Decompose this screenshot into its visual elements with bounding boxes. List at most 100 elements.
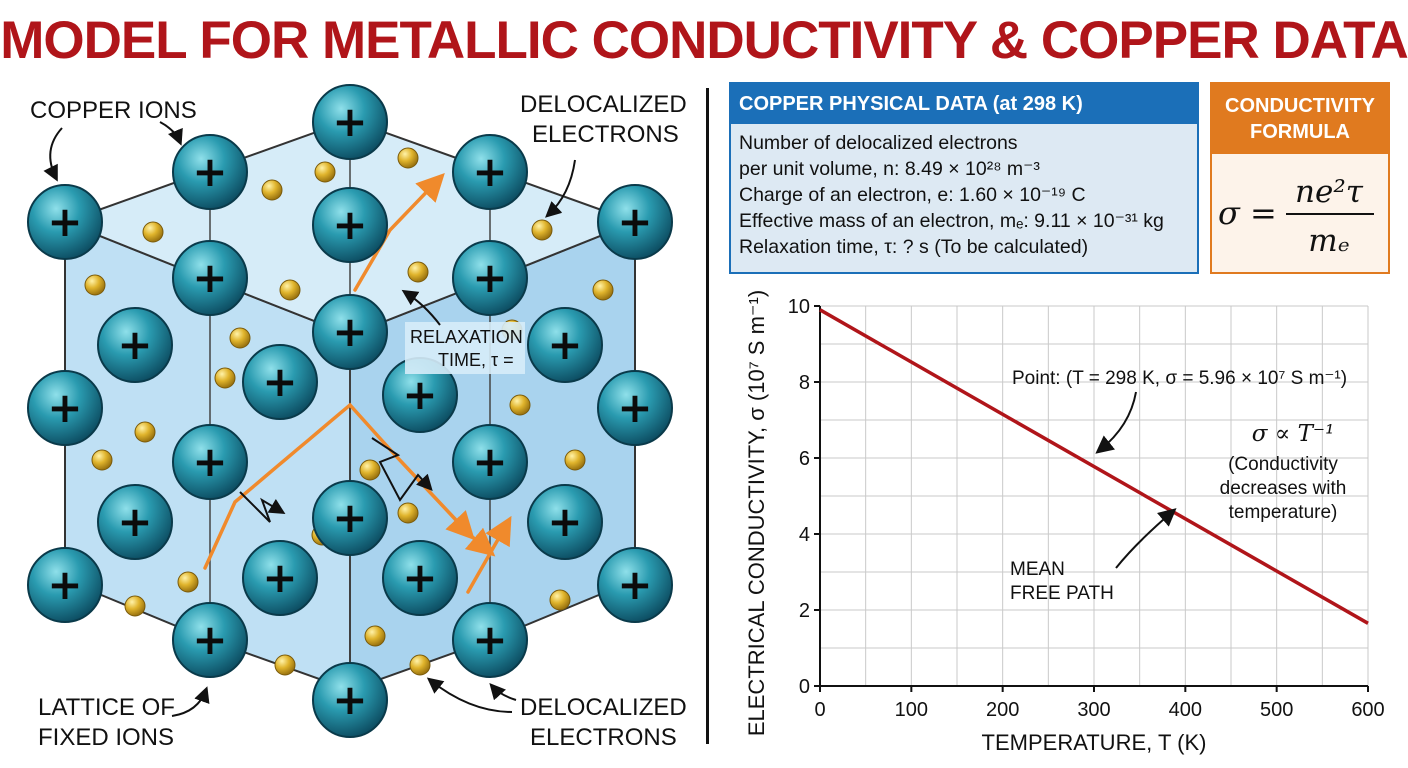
delocalized-electron (407, 261, 429, 283)
ion-plus-sign: + (332, 493, 367, 542)
delocalized-electron (142, 221, 164, 243)
data-line-2: per unit volume, n: 8.49 × 10²⁸ m⁻³ (739, 158, 1040, 180)
copper-ion: + (27, 547, 103, 623)
delocalized-electron (214, 367, 236, 389)
copper-ion: + (312, 480, 388, 556)
annotation-point: Point: (T = 298 K, σ = 5.96 × 10⁷ S m⁻¹) (1012, 368, 1347, 389)
x-tick-label: 500 (1260, 699, 1293, 721)
copper-data-box: COPPER PHYSICAL DATA (at 298 K) Number o… (729, 82, 1199, 274)
ion-plus-sign: + (192, 615, 227, 664)
ion-plus-sign: + (472, 615, 507, 664)
delocalized-electron (84, 274, 106, 296)
copper-ion: + (527, 307, 603, 383)
collision-arrow (239, 491, 286, 523)
copper-ion: + (242, 344, 318, 420)
x-tick-label: 300 (1077, 699, 1110, 721)
copper-ion: + (452, 134, 528, 210)
copper-ion: + (242, 540, 318, 616)
y-tick-label: 8 (799, 372, 810, 394)
copper-data-heading: COPPER PHYSICAL DATA (at 298 K) (731, 84, 1197, 124)
x-tick-label: 0 (814, 699, 825, 721)
copper-ion: + (452, 602, 528, 678)
conductivity-formula-box: CONDUCTIVITY FORMULA σ = ne²τ mₑ (1210, 82, 1390, 274)
ion-plus-sign: + (547, 320, 582, 369)
formula-heading: CONDUCTIVITY FORMULA (1212, 84, 1388, 154)
copper-ion: + (27, 184, 103, 260)
ion-plus-sign: + (262, 357, 297, 406)
y-tick-label: 6 (799, 448, 810, 470)
collision-arrow (371, 437, 433, 502)
arrow-delocalized-bottom-1 (426, 677, 513, 713)
copper-ion: + (312, 294, 388, 370)
data-line-3: Charge of an electron, e: 1.60 × 10⁻¹⁹ C (739, 184, 1086, 206)
conductivity-temperature-chart: 0 100 200 300 400 500 600 0 2 4 6 8 10 TEMPERATURE, … (744, 290, 1385, 755)
data-line-1: Number of delocalized electrons (739, 132, 1018, 154)
delocalized-electron (549, 589, 571, 611)
arrow-copper-ions-1 (43, 127, 63, 182)
ion-plus-sign: + (332, 200, 367, 249)
copper-ion: + (312, 84, 388, 160)
x-tick-label: 400 (1169, 699, 1202, 721)
x-tick-label: 600 (1351, 699, 1384, 721)
label-delocalized-bottom-2: ELECTRONS (530, 724, 677, 751)
ion-plus-sign: + (117, 497, 152, 546)
ion-plus-sign: + (472, 253, 507, 302)
delocalized-electron (359, 459, 381, 481)
formula-heading-1: CONDUCTIVITY (1225, 95, 1375, 117)
annotation-note-2: decreases with (1220, 478, 1347, 499)
delocalized-electron (124, 595, 146, 617)
arrow-delocalized-top (545, 159, 576, 218)
ion-plus-sign: + (402, 553, 437, 602)
copper-ion: + (97, 307, 173, 383)
ion-plus-sign: + (192, 437, 227, 486)
y-tick-label: 4 (799, 524, 810, 546)
conductivity-line (819, 308, 1369, 625)
ion-plus-sign: + (47, 383, 82, 432)
copper-ion: + (452, 240, 528, 316)
label-lattice-2: FIXED IONS (38, 724, 174, 751)
ion-plus-sign: + (262, 553, 297, 602)
y-tick-label: 10 (788, 296, 810, 318)
annotation-mfp-1: MEAN (1010, 559, 1065, 580)
copper-ion: + (527, 484, 603, 560)
data-line-4: Effective mass of an electron, mₑ: 9.11 … (739, 210, 1164, 232)
delocalized-electron (261, 179, 283, 201)
ion-plus-sign: + (332, 97, 367, 146)
copper-ion: + (382, 357, 458, 433)
annotation-point-arrow (1095, 391, 1137, 454)
delocalized-electron (177, 571, 199, 593)
chart-xlabel: TEMPERATURE, T (K) (982, 730, 1207, 755)
arrow-copper-ions-2 (159, 121, 183, 146)
annotation-mfp-2: FREE PATH (1010, 583, 1114, 604)
x-tick-label: 200 (986, 699, 1019, 721)
delocalized-electron (314, 161, 336, 183)
copper-ion: + (27, 370, 103, 446)
copper-ion: + (172, 240, 248, 316)
ion-plus-sign: + (47, 560, 82, 609)
delocalized-electron (91, 449, 113, 471)
delocalized-electron (134, 421, 156, 443)
page-title: MODEL FOR METALLIC CONDUCTIVITY & COPPER… (0, 11, 1408, 70)
electron-path (353, 172, 445, 292)
delocalized-electron (229, 327, 251, 349)
chart-ylabel: ELECTRICAL CONDUCTIVITY, σ (10⁷ S m⁻¹) (744, 290, 769, 736)
annotation-mfp-arrow (1115, 508, 1177, 569)
formula-heading-2: FORMULA (1250, 121, 1350, 143)
ion-plus-sign: + (332, 307, 367, 356)
delocalized-electron (397, 502, 419, 524)
ion-plus-sign: + (472, 437, 507, 486)
formula-denominator: mₑ (1308, 223, 1349, 259)
delocalized-electron (274, 654, 296, 676)
delocalized-electron (592, 279, 614, 301)
copper-lattice-diagram: ++ ++ + ++ ++ ++++ + ++ ++ +++ + + ++ ++ COPPER IONS … (27, 84, 687, 751)
formula-lhs: σ = (1218, 194, 1277, 232)
panel-divider (706, 88, 709, 744)
ion-plus-sign: + (617, 560, 652, 609)
electron-path-tip (464, 527, 496, 557)
delocalized-electron (531, 219, 553, 241)
annotation-note-3: temperature) (1229, 502, 1338, 523)
label-delocalized-bottom-1: DELOCALIZED (520, 694, 687, 721)
ion-plus-sign: + (192, 253, 227, 302)
x-tick-label: 100 (895, 699, 928, 721)
copper-ion: + (312, 662, 388, 738)
